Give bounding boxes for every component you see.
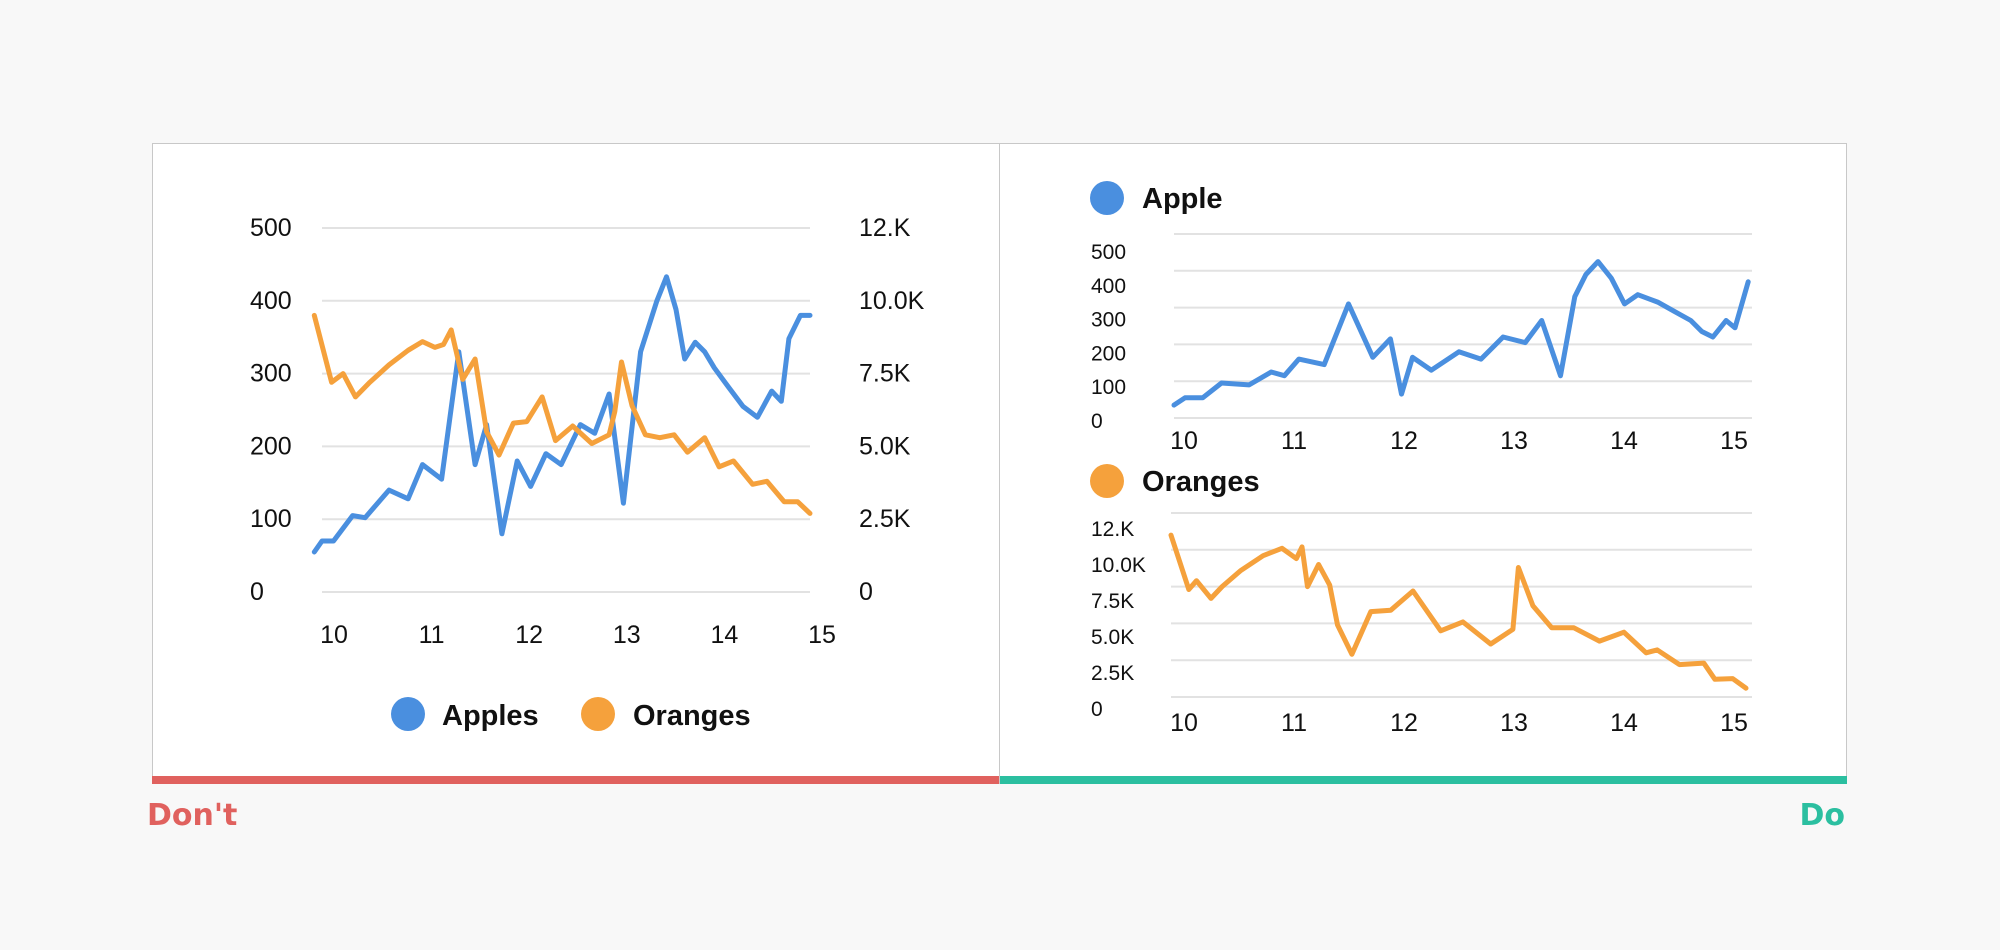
- do-oranges-legend-label: Oranges: [1142, 466, 1260, 498]
- dont-x-tick-label: 11: [419, 621, 445, 649]
- do-apple-legend-label: Apple: [1142, 183, 1223, 215]
- dont-series-apples-line: [311, 274, 813, 555]
- do-oranges-series-line: [1168, 532, 1749, 691]
- do-oranges-x-tick-label: 15: [1720, 709, 1748, 737]
- dont-right-tick-label: 0: [859, 578, 873, 606]
- do-apple-x-tick-label: 11: [1281, 427, 1307, 455]
- do-apple-series-line: [1171, 259, 1751, 408]
- do-oranges-x-tick-label: 14: [1610, 709, 1638, 737]
- do-oranges-x-tick-label: 10: [1170, 709, 1198, 737]
- dont-x-tick-label: 14: [710, 621, 738, 649]
- dont-legend-marker-oranges: [581, 697, 615, 731]
- dont-left-tick-label: 300: [250, 360, 292, 388]
- dont-right-tick-label: 12.K: [859, 214, 911, 242]
- dont-left-tick-label: 400: [250, 287, 292, 315]
- do-oranges-x-tick-label: 11: [1281, 709, 1307, 737]
- dont-x-tick-label: 15: [808, 621, 836, 649]
- do-apple-y-tick-label: 200: [1091, 342, 1126, 365]
- dont-left-tick-label: 0: [250, 578, 264, 606]
- do-oranges-x-tick-label: 12: [1390, 709, 1418, 737]
- do-oranges-y-tick-label: 5.0K: [1091, 626, 1134, 649]
- do-apple-legend-marker: [1090, 181, 1124, 215]
- do-oranges-y-tick-label: 2.5K: [1091, 662, 1134, 685]
- do-apple-x-tick-label: 10: [1170, 427, 1198, 455]
- dont-x-tick-label: 12: [515, 621, 543, 649]
- dont-right-tick-label: 10.0K: [859, 287, 925, 315]
- dont-legend-label-apples: Apples: [442, 700, 539, 732]
- dont-series-oranges-line: [311, 312, 813, 516]
- do-apple-y-tick-label: 100: [1091, 376, 1126, 399]
- do-apple-y-tick-label: 500: [1091, 241, 1126, 264]
- do-apple-y-tick-label: 400: [1091, 275, 1126, 298]
- dont-legend-label-oranges: Oranges: [633, 700, 751, 732]
- do-oranges-y-tick-label: 0: [1091, 698, 1103, 721]
- dont-left-tick-label: 100: [250, 505, 292, 533]
- dont-right-tick-label: 7.5K: [859, 360, 911, 388]
- do-apple-x-tick-label: 14: [1610, 427, 1638, 455]
- do-oranges-y-tick-label: 7.5K: [1091, 590, 1134, 613]
- do-label: Do: [1799, 798, 1845, 833]
- do-apple-y-tick-label: 300: [1091, 309, 1126, 332]
- dont-left-tick-label: 500: [250, 214, 292, 242]
- do-apple-x-tick-label: 15: [1720, 427, 1748, 455]
- dont-x-tick-label: 13: [613, 621, 641, 649]
- do-oranges-x-tick-label: 13: [1500, 709, 1528, 737]
- do-oranges-y-tick-label: 10.0K: [1091, 554, 1146, 577]
- dont-indicator-bar: [152, 776, 999, 784]
- dont-x-tick-label: 10: [320, 621, 348, 649]
- dont-label: Don't: [147, 798, 238, 833]
- dont-right-tick-label: 5.0K: [859, 432, 911, 460]
- do-apple-x-tick-label: 12: [1390, 427, 1418, 455]
- dont-legend-marker-apples: [391, 697, 425, 731]
- do-apple-y-tick-label: 0: [1091, 410, 1103, 433]
- do-apple-x-tick-label: 13: [1500, 427, 1528, 455]
- do-oranges-legend-marker: [1090, 464, 1124, 498]
- panel-divider: [999, 143, 1000, 784]
- dont-right-tick-label: 2.5K: [859, 505, 911, 533]
- do-indicator-bar: [1000, 776, 1847, 784]
- do-oranges-y-tick-label: 12.K: [1091, 518, 1134, 541]
- dont-left-tick-label: 200: [250, 432, 292, 460]
